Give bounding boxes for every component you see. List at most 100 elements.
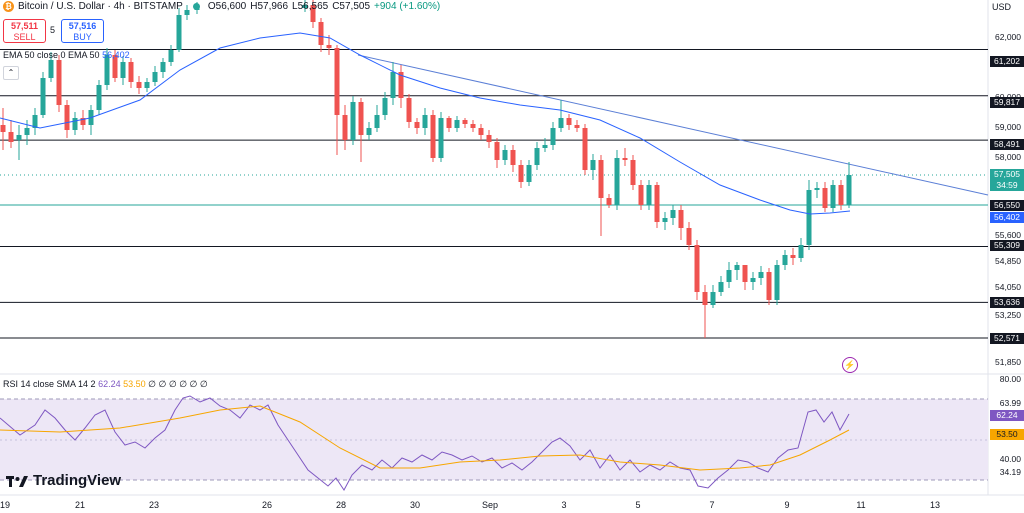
candle-body — [470, 124, 476, 128]
candle-body — [96, 85, 102, 110]
candle-body — [366, 128, 372, 135]
candle-body — [806, 190, 812, 245]
candle-body — [486, 135, 492, 142]
candle-body — [526, 165, 532, 182]
candle-body — [64, 105, 70, 130]
rsi-tick: 40.00 — [999, 454, 1021, 464]
rsi-band-tick: 63.99 — [999, 398, 1021, 408]
level-label: 55,309 — [990, 240, 1024, 251]
candle-body — [830, 185, 836, 208]
candle-body — [630, 160, 636, 185]
candle-body — [534, 148, 540, 165]
current-price-label: 57,505 — [990, 169, 1024, 180]
collapse-legend-button[interactable]: ⌃ — [3, 66, 19, 80]
candle-body — [136, 82, 142, 88]
price-tick: 54,850 — [995, 256, 1021, 266]
candle-body — [310, 5, 316, 22]
time-tick: Sep — [481, 500, 499, 510]
ema-price-label: 56,402 — [990, 212, 1024, 223]
currency-selector[interactable]: USD — [992, 2, 1012, 12]
time-tick: 26 — [261, 500, 273, 510]
candle-body — [168, 50, 174, 62]
candle-body — [686, 228, 692, 245]
candle-body — [398, 72, 404, 98]
candle-body — [550, 128, 556, 145]
candle-body — [56, 60, 62, 105]
candle-body — [184, 10, 190, 15]
time-tick: 28 — [335, 500, 347, 510]
time-tick: 21 — [74, 500, 86, 510]
market-open-icon — [192, 3, 200, 10]
candle-body — [798, 245, 804, 258]
sell-price: 57,511 — [10, 21, 39, 31]
candle-body — [750, 278, 756, 282]
ohlc-low: L56,565 — [292, 1, 329, 12]
level-label: 59,817 — [990, 97, 1024, 108]
candle-body — [598, 160, 604, 198]
ema-legend[interactable]: EMA 50 close 0 EMA 50 56,402 — [3, 50, 130, 60]
candle-body — [406, 98, 412, 122]
candle-body — [710, 292, 716, 305]
tradingview-wordmark: TradingView — [33, 472, 122, 489]
candle-body — [734, 265, 740, 270]
candle-body — [80, 118, 86, 125]
ohlc-close: C57,505 — [332, 1, 371, 12]
candle-body — [334, 48, 340, 115]
time-tick: 19 — [0, 500, 11, 510]
sell-button[interactable]: 57,511 SELL — [3, 19, 46, 43]
candle-body — [494, 142, 500, 160]
tradingview-logo-icon — [6, 475, 28, 487]
rsi-legend-sma: 53.50 — [123, 379, 146, 389]
rsi-legend[interactable]: RSI 14 close SMA 14 2 62.24 53.50 ∅ ∅ ∅ … — [3, 379, 208, 390]
candle-body — [128, 62, 134, 82]
buy-button[interactable]: 57,516 BUY — [61, 19, 104, 43]
price-tick: 62,000 — [995, 32, 1021, 42]
candle-body — [566, 118, 572, 125]
candle-body — [382, 98, 388, 115]
buy-label: BUY — [73, 32, 92, 42]
candle-body — [414, 122, 420, 128]
rsi-sma-label: 53.50 — [990, 429, 1024, 440]
candle-body — [606, 198, 612, 205]
candle-body — [430, 115, 436, 158]
price-tick: 54,050 — [995, 282, 1021, 292]
candle-body — [726, 270, 732, 282]
level-label: 53,636 — [990, 297, 1024, 308]
candle-body — [446, 118, 452, 128]
sell-label: SELL — [13, 32, 36, 42]
ohlc-high: H57,966 — [250, 1, 289, 12]
candle-body — [846, 175, 852, 205]
candle-body — [742, 265, 748, 282]
candle-body — [104, 55, 110, 85]
symbol-title[interactable]: Bitcoin / U.S. Dollar · 4h · BITSTAMP — [18, 1, 183, 12]
time-tick: 7 — [709, 500, 715, 510]
rsi-value-label: 62.24 — [990, 410, 1024, 421]
candle-body — [144, 82, 150, 88]
trend-line — [357, 54, 989, 196]
candle-body — [176, 15, 182, 50]
price-tick: 58,000 — [995, 152, 1021, 162]
lightning-icon[interactable]: ⚡ — [842, 357, 858, 373]
candle-body — [502, 150, 508, 160]
price-tick: 51,850 — [995, 357, 1021, 367]
ema-line — [0, 32, 851, 215]
level-label: 61,202 — [990, 56, 1024, 67]
rsi-band — [0, 399, 988, 480]
candle-body — [766, 272, 772, 300]
candle-body — [478, 128, 484, 135]
candle-body — [438, 118, 444, 158]
time-tick: 23 — [148, 500, 160, 510]
candle-body — [510, 150, 516, 165]
candle-body — [454, 120, 460, 128]
candle-body — [758, 272, 764, 278]
candle-body — [638, 185, 644, 205]
candle-body — [582, 128, 588, 170]
candle-body — [614, 158, 620, 205]
rsi-legend-rest: ∅ ∅ ∅ ∅ ∅ ∅ — [148, 379, 208, 389]
candle-body — [822, 188, 828, 208]
price-tick: 55,600 — [995, 230, 1021, 240]
rsi-sma-line — [0, 405, 850, 471]
candle-body — [670, 210, 676, 218]
candle-body — [422, 115, 428, 128]
